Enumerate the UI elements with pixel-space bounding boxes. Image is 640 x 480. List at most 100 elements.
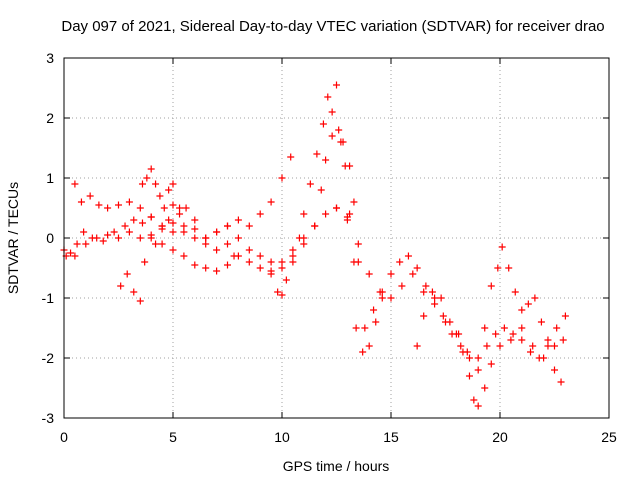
data-point bbox=[313, 150, 321, 158]
data-point bbox=[370, 306, 378, 314]
data-point bbox=[123, 270, 131, 278]
chart-title: Day 097 of 2021, Sidereal Day-to-day VTE… bbox=[61, 18, 604, 35]
series-arc-5 bbox=[138, 165, 184, 212]
data-point bbox=[224, 240, 231, 248]
data-point bbox=[180, 252, 188, 260]
data-point bbox=[328, 132, 336, 140]
data-point bbox=[136, 234, 144, 242]
data-point bbox=[160, 204, 168, 212]
data-point bbox=[213, 267, 221, 275]
data-point bbox=[361, 324, 369, 332]
data-point bbox=[431, 294, 439, 302]
data-point bbox=[492, 330, 500, 338]
data-point bbox=[104, 231, 112, 239]
data-point bbox=[398, 282, 406, 290]
x-tick-label: 15 bbox=[383, 429, 399, 445]
data-point bbox=[448, 330, 456, 338]
data-point bbox=[343, 216, 351, 224]
data-point bbox=[319, 120, 327, 128]
data-point bbox=[152, 240, 160, 248]
data-point bbox=[213, 228, 221, 236]
data-point bbox=[465, 354, 473, 362]
x-tick-label: 20 bbox=[492, 429, 508, 445]
data-point bbox=[335, 126, 343, 134]
data-point bbox=[311, 222, 319, 230]
data-point bbox=[130, 216, 138, 224]
data-point bbox=[518, 336, 526, 344]
data-point bbox=[130, 288, 138, 296]
data-point bbox=[138, 219, 146, 227]
data-point bbox=[93, 234, 101, 242]
data-point bbox=[115, 234, 122, 242]
data-point bbox=[420, 312, 428, 320]
data-point bbox=[169, 228, 177, 236]
data-point bbox=[289, 246, 297, 254]
data-point bbox=[481, 384, 489, 392]
data-point bbox=[457, 342, 465, 350]
data-point bbox=[267, 258, 275, 266]
data-point bbox=[224, 222, 231, 230]
data-point bbox=[481, 324, 489, 332]
data-point bbox=[295, 234, 303, 242]
data-point bbox=[531, 294, 539, 302]
data-point bbox=[372, 318, 380, 326]
data-point bbox=[256, 252, 264, 260]
data-point bbox=[409, 270, 417, 278]
data-point bbox=[437, 294, 445, 302]
data-point bbox=[300, 210, 308, 218]
data-point bbox=[557, 378, 565, 386]
data-point bbox=[256, 264, 264, 272]
y-tick-label: 1 bbox=[46, 170, 54, 186]
data-point bbox=[378, 288, 386, 296]
data-point bbox=[524, 300, 532, 308]
data-point bbox=[67, 249, 75, 257]
data-point bbox=[169, 201, 177, 209]
data-point bbox=[182, 204, 190, 212]
series-arc-11 bbox=[474, 243, 565, 386]
data-point bbox=[559, 336, 567, 344]
data-point bbox=[404, 252, 412, 260]
data-point bbox=[483, 342, 491, 350]
data-point bbox=[317, 186, 325, 194]
data-point bbox=[230, 252, 238, 260]
data-point bbox=[245, 258, 253, 266]
data-point bbox=[191, 234, 199, 242]
series-arc-9 bbox=[361, 252, 569, 362]
data-point bbox=[365, 270, 373, 278]
data-point bbox=[115, 201, 122, 209]
data-point bbox=[498, 243, 506, 251]
data-point bbox=[80, 228, 88, 236]
data-point bbox=[420, 288, 428, 296]
data-point bbox=[413, 264, 421, 272]
data-point bbox=[439, 312, 447, 320]
data-point bbox=[413, 342, 421, 350]
data-point bbox=[537, 318, 545, 326]
data-point bbox=[282, 276, 290, 284]
x-tick-label: 5 bbox=[169, 429, 177, 445]
data-point bbox=[544, 342, 552, 350]
data-point bbox=[77, 198, 85, 206]
data-point bbox=[422, 282, 430, 290]
series-arc-10 bbox=[352, 288, 471, 356]
data-point bbox=[287, 153, 295, 161]
data-point bbox=[507, 336, 515, 344]
data-point bbox=[446, 318, 454, 326]
data-point bbox=[470, 396, 478, 404]
data-point bbox=[474, 402, 482, 410]
data-point bbox=[396, 258, 404, 266]
data-point bbox=[169, 219, 177, 227]
data-point bbox=[346, 210, 354, 218]
data-point bbox=[191, 225, 199, 233]
data-point bbox=[147, 234, 155, 242]
data-point bbox=[278, 264, 286, 272]
data-point bbox=[496, 342, 504, 350]
x-tick-label: 0 bbox=[60, 429, 68, 445]
data-point bbox=[165, 186, 173, 194]
data-point bbox=[333, 204, 340, 212]
data-point bbox=[474, 366, 482, 374]
data-point bbox=[278, 174, 286, 182]
data-point bbox=[202, 234, 210, 242]
data-point bbox=[138, 180, 146, 188]
data-marks bbox=[60, 81, 569, 410]
y-tick-label: 0 bbox=[46, 230, 54, 246]
